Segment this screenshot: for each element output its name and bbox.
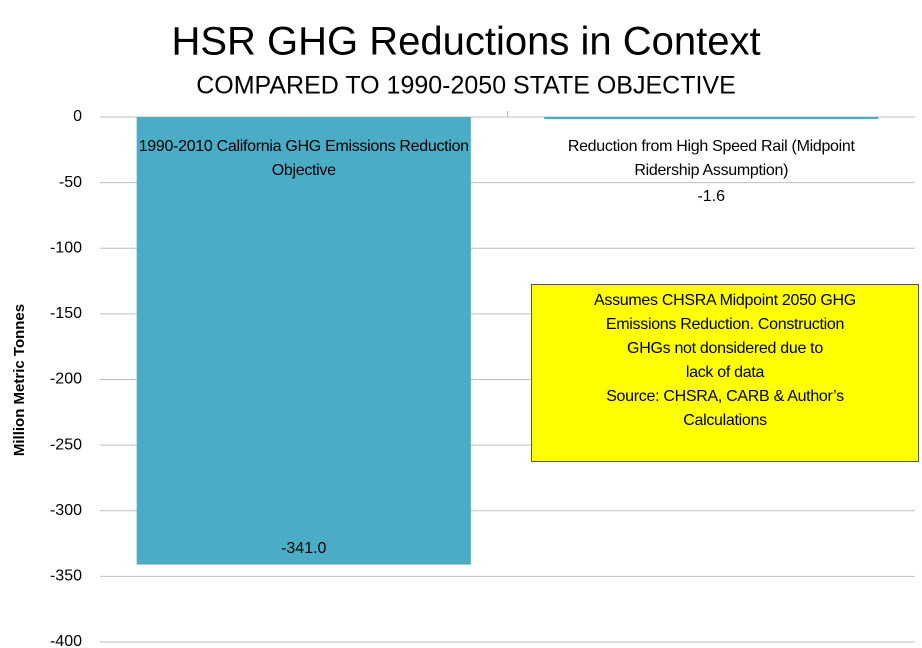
- y-tick-label: -350: [50, 568, 82, 585]
- annotation-line: Assumes CHSRA Midpoint 2050 GHG: [594, 292, 856, 309]
- y-tick-label: -200: [50, 371, 82, 388]
- y-tick-label: -100: [50, 239, 82, 256]
- y-tick-label: -300: [50, 502, 82, 519]
- annotation-line: GHGs not donsidered due to: [627, 340, 823, 357]
- bar: [136, 117, 471, 565]
- category-label: 1990-2010 California GHG Emissions Reduc…: [138, 138, 469, 179]
- value-label: -1.6: [697, 188, 725, 205]
- annotation-line: Emissions Reduction. Construction: [605, 316, 845, 333]
- y-tick-label: -250: [50, 436, 82, 453]
- chart-subtitle: COMPARED TO 1990-2050 STATE OBJECTIVE: [196, 72, 736, 100]
- y-tick-label: -150: [50, 305, 82, 322]
- chart-title: HSR GHG Reductions in Context: [171, 20, 760, 64]
- bar: [544, 117, 879, 120]
- y-axis-label: Million Metric Tonnes: [11, 304, 28, 456]
- category-label: Reduction from High Speed Rail (Midpoint…: [567, 138, 855, 179]
- annotation-line: Source: CHSRA, CARB & Author’s: [606, 388, 844, 405]
- annotation-line: lack of data: [685, 364, 765, 381]
- annotation-box: Assumes CHSRA Midpoint 2050 GHG Emissions…: [531, 284, 919, 462]
- y-tick-label: 0: [73, 108, 82, 125]
- y-tick-label: -50: [59, 174, 82, 191]
- y-tick-label: -400: [50, 633, 82, 648]
- value-label: -341.0: [281, 540, 326, 557]
- annotation-line: Calculations: [683, 412, 767, 429]
